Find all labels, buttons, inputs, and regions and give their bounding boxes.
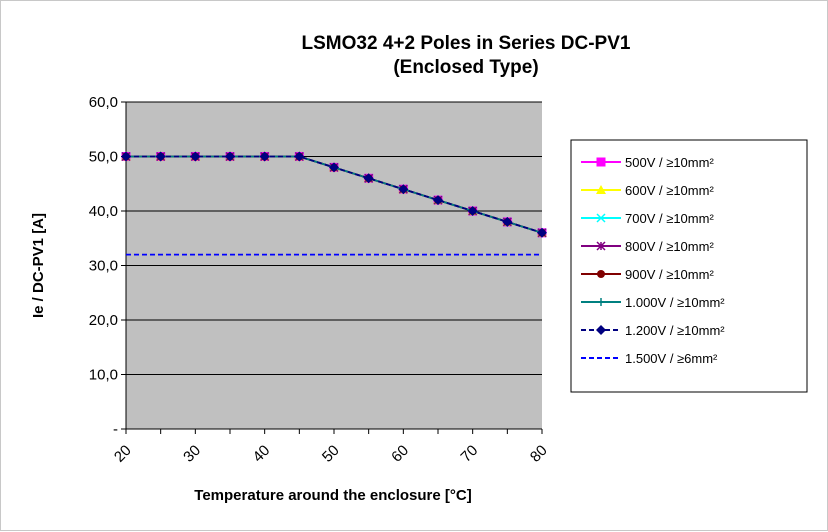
grid-lines <box>126 101 542 375</box>
x-tick-label: 60 <box>388 442 412 466</box>
data-point <box>596 325 606 335</box>
legend-label: 600V / ≥10mm² <box>625 183 714 198</box>
data-point <box>398 184 409 195</box>
data-point <box>329 162 339 173</box>
x-axis-label: Temperature around the enclosure [°C] <box>194 487 471 504</box>
data-point <box>596 241 606 251</box>
data-point <box>597 298 605 306</box>
y-tick-label: - <box>113 421 118 438</box>
chart-subtitle: (Enclosed Type) <box>393 57 538 78</box>
data-point <box>537 227 547 238</box>
legend-label: 1.500V / ≥6mm² <box>625 351 718 366</box>
legend-entry: 800V / ≥10mm² <box>581 239 714 254</box>
data-point <box>597 270 605 278</box>
y-tick-label: 20,0 <box>89 312 118 329</box>
data-point <box>121 151 131 162</box>
x-tick-label: 20 <box>111 442 135 466</box>
x-tick-label: 50 <box>319 442 343 466</box>
y-axis-label: Ie / DC-PV1 [A] <box>30 213 47 318</box>
data-point <box>190 151 201 162</box>
legend-entry: 1.500V / ≥6mm² <box>581 351 718 366</box>
legend-label: 700V / ≥10mm² <box>625 211 714 226</box>
y-tick-label: 30,0 <box>89 258 118 275</box>
data-point <box>294 151 305 162</box>
data-point <box>155 151 166 162</box>
legend-entry: 500V / ≥10mm² <box>581 155 714 170</box>
legend-entry: 1.000V / ≥10mm² <box>581 295 725 310</box>
data-point <box>225 151 235 162</box>
x-tick-label: 80 <box>527 442 551 466</box>
series-lines <box>121 151 547 256</box>
legend-entry: 700V / ≥10mm² <box>581 211 714 226</box>
data-point <box>433 195 443 206</box>
x-tick-label: 40 <box>250 442 274 466</box>
x-tick-label: 30 <box>180 442 204 466</box>
data-point <box>259 151 270 162</box>
data-point <box>363 173 374 184</box>
series-7 <box>121 151 547 238</box>
legend: 500V / ≥10mm² 600V / ≥10mm² 700V / ≥10mm² 8… <box>570 139 808 393</box>
data-point <box>467 206 478 216</box>
legend-box <box>570 139 808 393</box>
legend-entry: 900V / ≥10mm² <box>581 267 714 282</box>
y-tick-label: 10,0 <box>89 367 118 384</box>
data-point <box>596 185 606 194</box>
data-point <box>502 216 513 227</box>
legend-label: 500V / ≥10mm² <box>625 155 714 170</box>
x-tick-label: 70 <box>458 442 482 466</box>
y-tick-label: 40,0 <box>89 203 118 220</box>
y-tick-label: 60,0 <box>89 94 118 111</box>
legend-entry: 600V / ≥10mm² <box>581 183 714 198</box>
legend-label: 1.200V / ≥10mm² <box>625 323 725 338</box>
y-tick-label: 50,0 <box>89 149 118 166</box>
legend-label: 1.000V / ≥10mm² <box>625 295 725 310</box>
legend-label: 900V / ≥10mm² <box>625 267 714 282</box>
legend-label: 800V / ≥10mm² <box>625 239 714 254</box>
data-point <box>596 157 606 167</box>
data-point <box>596 213 606 223</box>
legend-entry: 1.200V / ≥10mm² <box>581 323 725 338</box>
chart-title: LSMO32 4+2 Poles in Series DC-PV1 <box>302 33 631 54</box>
